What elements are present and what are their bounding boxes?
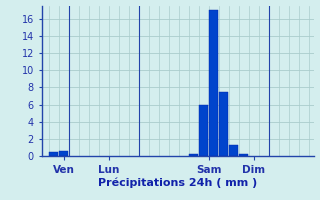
Bar (49, 152, 58, 156)
Bar (59, 151, 68, 156)
Bar (219, 92, 228, 156)
Bar (209, 10, 218, 156)
Bar (189, 154, 198, 156)
X-axis label: Précipitations 24h ( mm ): Précipitations 24h ( mm ) (98, 178, 257, 188)
Bar (199, 105, 208, 156)
Bar (239, 154, 248, 156)
Bar (229, 145, 238, 156)
